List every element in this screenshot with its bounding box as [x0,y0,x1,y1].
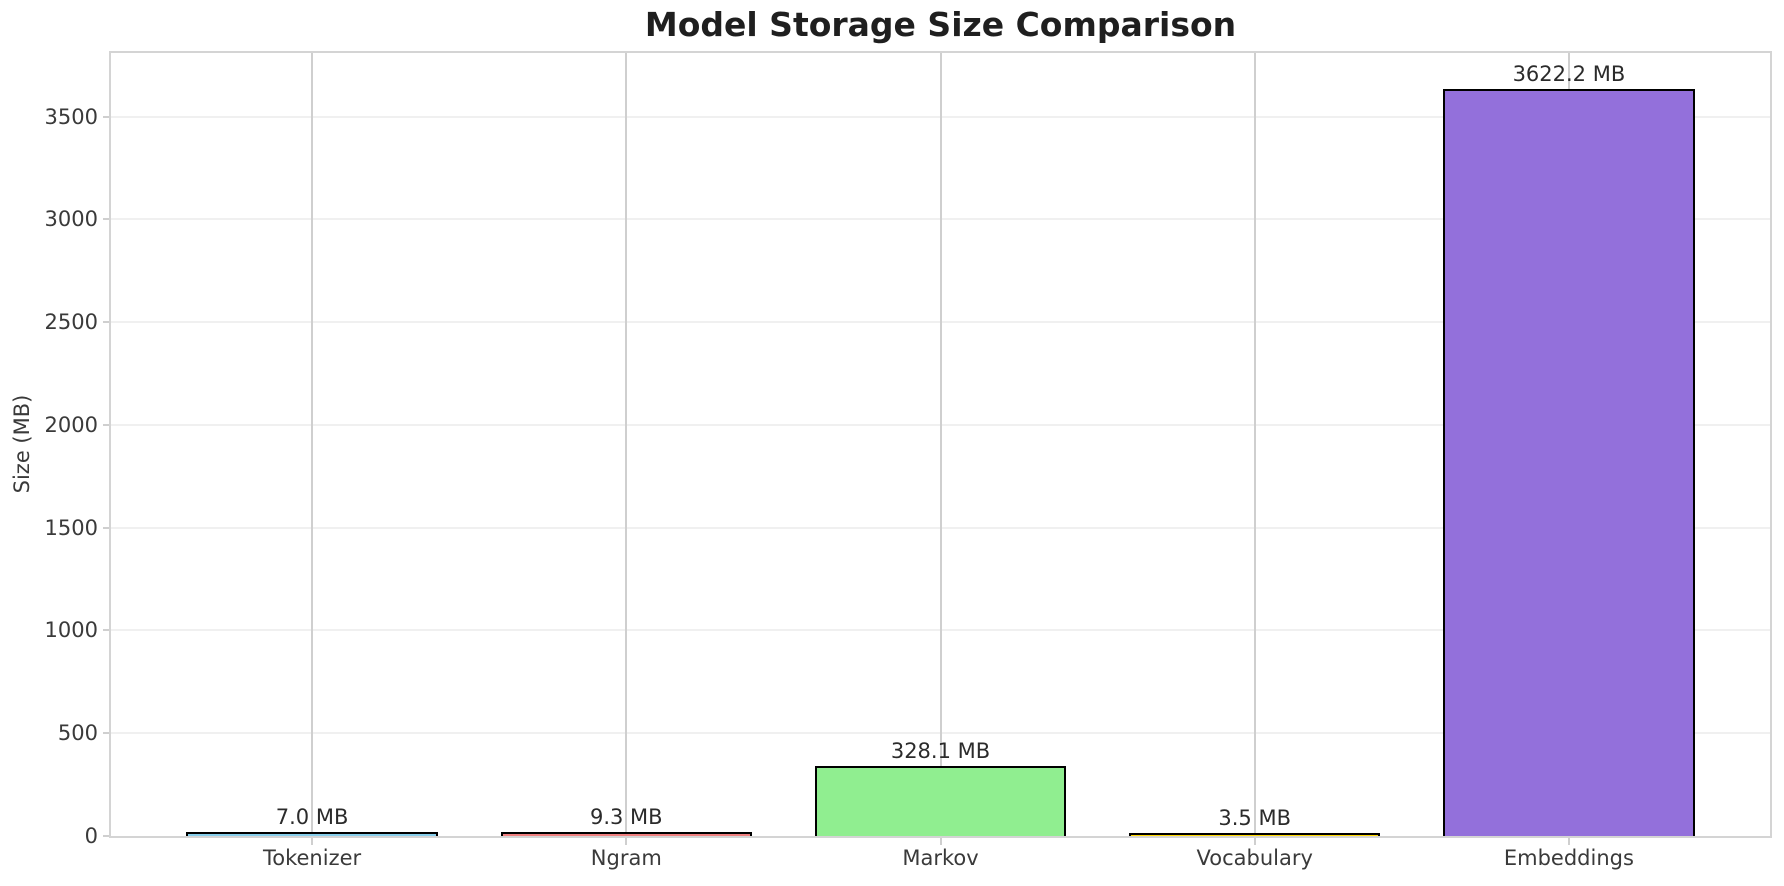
bar [186,832,438,836]
y-axis-tick-label: 3000 [44,207,98,232]
left-spine [109,53,111,838]
x-axis-tick [1567,838,1570,845]
x-axis-tick [1253,838,1256,845]
bar [500,831,752,836]
right-spine [1770,53,1772,838]
y-axis-tick [103,526,110,529]
y-axis-tick [103,629,110,632]
bar-value-label: 9.3 MB [589,804,663,829]
vertical-gridline [311,53,314,836]
top-spine [109,51,1772,53]
bar-value-label: 3622.2 MB [1512,62,1626,87]
x-axis-tick [625,838,628,845]
chart-title: Model Storage Size Comparison [644,5,1237,44]
x-axis-category-label: Markov [902,846,979,870]
x-axis-category-label: Vocabulary [1196,846,1313,870]
bar-value-label: 7.0 MB [275,805,349,830]
x-axis-tick [939,838,942,845]
vertical-gridline [939,53,942,836]
bar [1443,89,1695,836]
y-axis-tick [103,423,110,426]
bar-value-label: 3.5 MB [1218,805,1291,830]
y-axis-tick-label: 1000 [44,618,98,643]
plot-area: 7.0 MB 9.3 MB 328.1 MB 3.5 MB 3622.2 MB [109,51,1772,838]
y-axis-tick [103,218,110,221]
y-axis-tick-label: 2500 [44,310,98,335]
x-axis-category-label: Tokenizer [262,846,362,870]
y-axis-tick [103,732,110,735]
bar-value-label: 328.1 MB [890,739,991,764]
x-axis-category-label: Ngram [590,846,662,870]
vertical-gridline [625,53,628,836]
bar [814,766,1067,836]
y-axis-tick [103,321,110,324]
y-axis-tick-label: 3500 [44,104,98,129]
bar [1129,832,1381,836]
bottom-spine [109,836,1772,838]
y-axis-tick [103,835,110,837]
y-axis-tick-label: 500 [57,721,98,746]
x-axis-category-label: Embeddings [1503,846,1634,870]
vertical-gridline [1253,53,1256,836]
y-axis-tick-label: 0 [84,824,98,848]
x-axis-tick [311,838,314,845]
y-axis-tick-label: 2000 [44,412,98,437]
y-axis-tick [103,115,110,118]
y-axis-tick-label: 1500 [44,515,98,540]
